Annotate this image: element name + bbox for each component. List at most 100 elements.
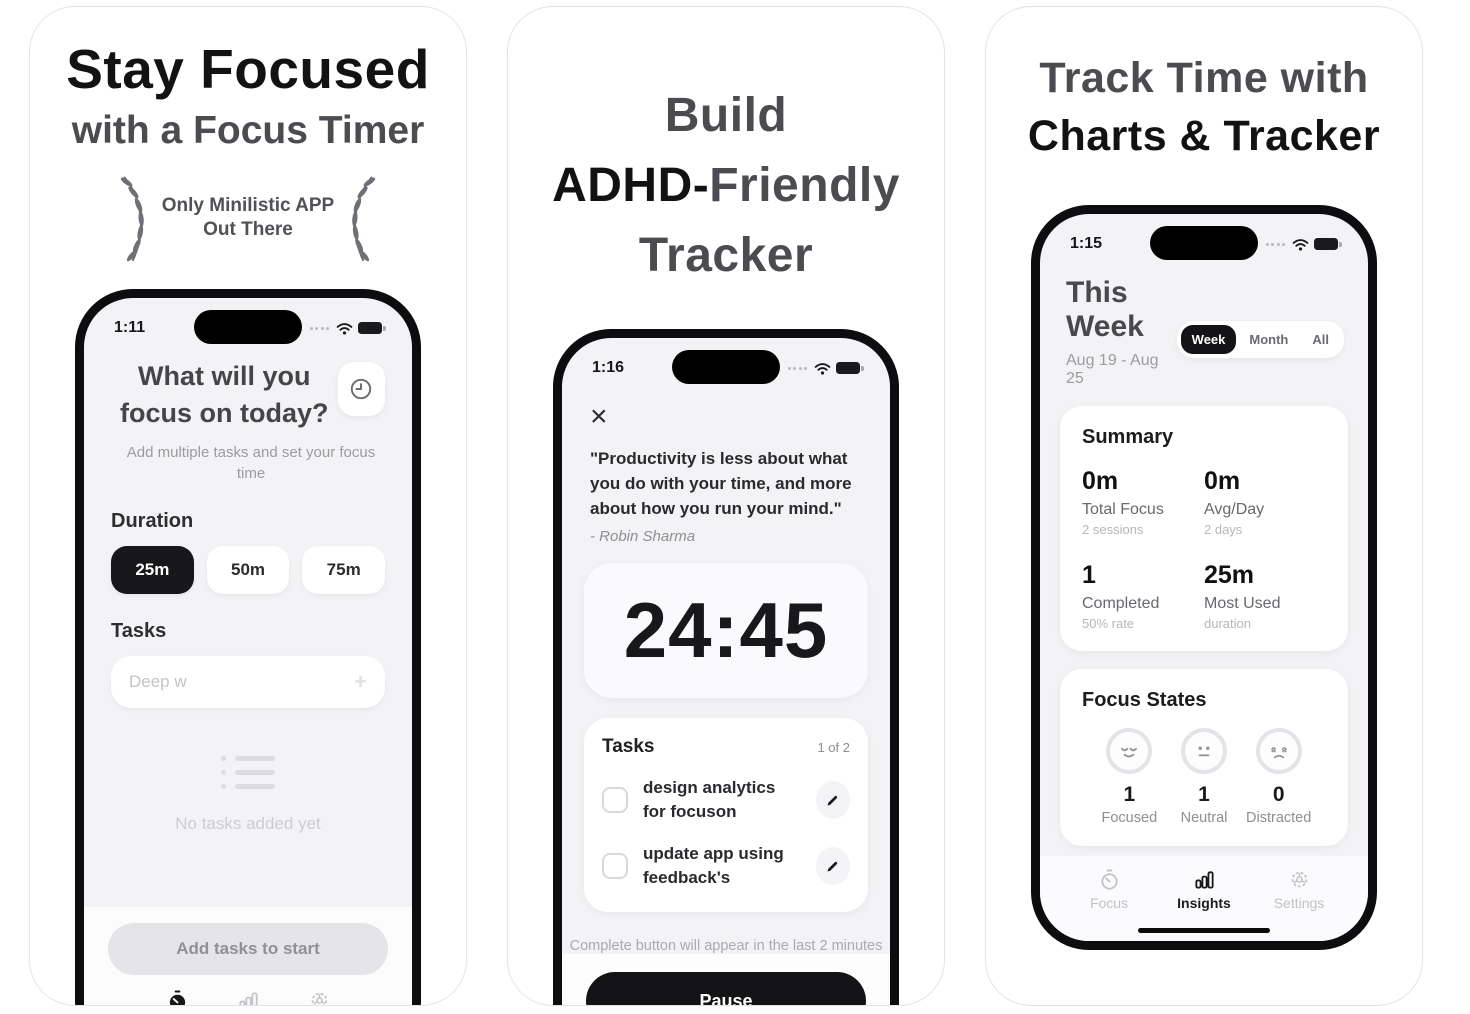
- laurel-branch-left-icon: [120, 176, 144, 262]
- duration-options: 25m 50m 75m: [111, 546, 386, 594]
- phone-mockup-insights: 1:15 This Week Aug 19 - Aug 25 Week: [1031, 205, 1377, 950]
- task-input-field[interactable]: +: [111, 656, 385, 708]
- tab-settings[interactable]: Settings: [284, 989, 354, 1005]
- state-distracted: 0 Distracted: [1241, 728, 1316, 826]
- period-segmented-control: Week Month All: [1176, 320, 1344, 358]
- date-range: Aug 19 - Aug 25: [1066, 352, 1159, 387]
- phone-mockup-session: 1:16 × "Productivity is less about what …: [553, 329, 899, 1005]
- focus-states-card: Focus States 1 Focused: [1060, 669, 1348, 846]
- panel-subtitle: with a Focus Timer: [71, 109, 425, 152]
- status-bar: 1:11: [84, 298, 412, 344]
- focus-heading: What will you focus on today?: [120, 361, 329, 428]
- panel-title-line2: ADHD-Friendly: [508, 151, 944, 221]
- panel-title-line1: Build: [664, 89, 788, 142]
- duration-chip-25m[interactable]: 25m: [111, 546, 194, 594]
- distracted-face-icon: [1255, 728, 1302, 774]
- title-rest: Friendly: [709, 159, 900, 212]
- panel-charts-tracker: Track Time with Charts & Tracker 1:15 Th…: [985, 6, 1423, 1006]
- stat-avg-day: 0m Avg/Day 2 days: [1204, 467, 1265, 537]
- empty-state-text: No tasks added yet: [175, 814, 321, 833]
- dynamic-island: [672, 350, 780, 384]
- gear-icon: [311, 992, 327, 1005]
- dynamic-island: [194, 310, 302, 344]
- segment-week[interactable]: Week: [1180, 324, 1237, 354]
- dynamic-island: [1150, 226, 1258, 260]
- tab-bar: Focus Insights Settings: [1040, 856, 1368, 941]
- edit-task-button[interactable]: [815, 847, 850, 885]
- clock-icon: [351, 378, 372, 400]
- tab-focus[interactable]: Focus: [1074, 868, 1144, 911]
- complete-hint-text: Complete button will appear in the last …: [569, 938, 883, 954]
- session-tasks-card: Tasks 1 of 2 design analytics for focuso…: [584, 718, 868, 912]
- signal-dots-icon: [309, 326, 329, 330]
- stat-completed: 1 Completed 50% rate: [1082, 561, 1160, 631]
- timer-card: 24:45: [584, 563, 868, 698]
- add-tasks-to-start-button[interactable]: Add tasks to start: [108, 923, 388, 975]
- status-bar: 1:16: [562, 338, 890, 384]
- gear-icon: [1291, 871, 1307, 888]
- battery-icon: [836, 362, 864, 374]
- tab-insights[interactable]: Insights: [1169, 868, 1239, 911]
- laurel-branch-right-icon: [352, 176, 376, 262]
- stat-total-focus: 0m Total Focus 2 sessions: [1082, 467, 1164, 537]
- task-row: update app using feedback's: [602, 842, 850, 890]
- tasks-label: Tasks: [111, 620, 167, 642]
- title-strong: ADHD-: [552, 159, 710, 212]
- tab-bar: Focus Insights Settings: [108, 975, 388, 1005]
- stopwatch-icon: [1100, 869, 1118, 890]
- pause-button[interactable]: Pause: [586, 972, 866, 1005]
- task-input[interactable]: [129, 672, 355, 692]
- phone-mockup-focus: 1:11 What will you focus on today?: [75, 289, 421, 1005]
- pencil-icon: [827, 795, 838, 805]
- close-icon[interactable]: ×: [590, 402, 620, 432]
- task-text: design analytics for focuson: [643, 778, 776, 821]
- segment-all[interactable]: All: [1301, 325, 1340, 354]
- summary-title: Summary: [1082, 426, 1174, 448]
- signal-dots-icon: [1265, 242, 1285, 246]
- duration-chip-75m[interactable]: 75m: [302, 546, 386, 594]
- signal-dots-icon: [787, 366, 807, 370]
- home-indicator[interactable]: [1138, 928, 1270, 933]
- history-clock-button[interactable]: [337, 362, 385, 416]
- focus-states-title: Focus States: [1082, 689, 1207, 711]
- badge-line2: Out There: [203, 219, 293, 240]
- segment-month[interactable]: Month: [1238, 325, 1299, 354]
- battery-icon: [1314, 238, 1342, 250]
- stopwatch-icon: [169, 990, 185, 1005]
- bar-chart-icon: [238, 992, 258, 1005]
- award-badge: Only Minilistic APP Out There: [30, 169, 466, 267]
- award-badge-text: Only Minilistic APP Out There: [162, 194, 334, 242]
- task-checkbox[interactable]: [602, 853, 628, 879]
- duration-label: Duration: [111, 510, 194, 532]
- focus-subheading: Add multiple tasks and set your focus ti…: [126, 444, 376, 482]
- battery-icon: [358, 322, 386, 334]
- empty-state: No tasks added yet: [111, 756, 385, 834]
- status-time: 1:11: [114, 319, 146, 336]
- badge-line1: Only Minilistic APP: [161, 195, 335, 216]
- add-task-icon[interactable]: +: [354, 669, 367, 694]
- task-checkbox[interactable]: [602, 787, 628, 813]
- neutral-face-icon: [1181, 728, 1227, 774]
- task-text: update app using feedback's: [643, 844, 784, 887]
- tasks-progress-count: 1 of 2: [817, 739, 850, 755]
- task-row: design analytics for focuson: [602, 776, 850, 824]
- panel-title-line2: Charts & Tracker: [1027, 112, 1381, 160]
- motivation-quote: "Productivity is less about what you do …: [590, 449, 852, 518]
- summary-card: Summary 0m Total Focus 2 sessions 0m Avg…: [1060, 406, 1348, 651]
- pencil-icon: [827, 861, 838, 871]
- panel-title: Stay Focused: [66, 38, 430, 100]
- edit-task-button[interactable]: [815, 781, 850, 819]
- tab-insights[interactable]: Insights: [213, 989, 283, 1005]
- wifi-icon: [1292, 238, 1309, 251]
- wifi-icon: [814, 362, 831, 375]
- panel-focus-timer: Stay Focused with a Focus Timer Only Min…: [29, 6, 467, 1006]
- period-heading: This Week: [1066, 276, 1144, 343]
- state-focused: 1 Focused: [1092, 728, 1167, 826]
- status-bar: 1:15: [1040, 214, 1368, 260]
- panel-title-line1: Track Time with: [1039, 54, 1369, 102]
- tab-focus[interactable]: Focus: [142, 989, 212, 1005]
- tab-settings[interactable]: Settings: [1264, 868, 1334, 911]
- panel-adhd-tracker: Build ADHD-Friendly Tracker 1:16 × "Prod…: [507, 6, 945, 1006]
- duration-chip-50m[interactable]: 50m: [206, 546, 290, 594]
- countdown-timer: 24:45: [623, 586, 829, 674]
